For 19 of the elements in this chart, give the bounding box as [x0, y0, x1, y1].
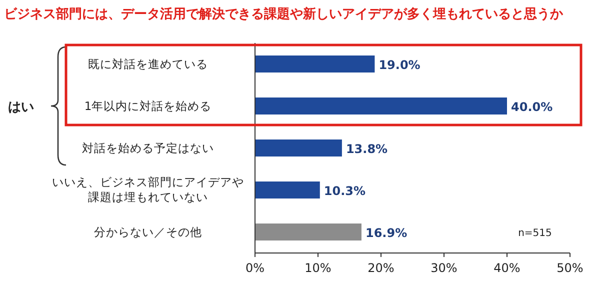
- y-tick-label: 1年以内に対話を始める: [83, 98, 213, 114]
- data-label: 19.0%: [378, 58, 420, 72]
- chart-title: ビジネス部門には、データ活用で解決できる課題や新しいアイデアが多く埋もれていると思うか: [4, 6, 564, 22]
- y-tick-label: 対話を始める予定はない: [81, 140, 215, 156]
- data-label: 13.8%: [346, 142, 388, 156]
- x-tick-label: 10%: [304, 261, 332, 275]
- y-tick-label: 既に対話を進めている: [87, 56, 209, 72]
- x-tick-label: 20%: [368, 261, 394, 275]
- y-tick-label: いいえ、ビジネス部門にアイデアや課題は埋もれていない: [51, 175, 245, 205]
- x-tick-label: 50%: [556, 261, 584, 275]
- data-label: 10.3%: [324, 184, 366, 198]
- annotation: n=515: [518, 228, 552, 239]
- data-label: 40.0%: [511, 100, 553, 114]
- y-tick-label: 分からない／その他: [93, 224, 203, 240]
- x-tick-label: 0%: [245, 261, 265, 275]
- text: はい: [8, 100, 34, 115]
- data-label: 16.9%: [365, 226, 408, 240]
- x-tick-label: 30%: [430, 261, 458, 275]
- x-tick-label: 40%: [494, 261, 520, 275]
